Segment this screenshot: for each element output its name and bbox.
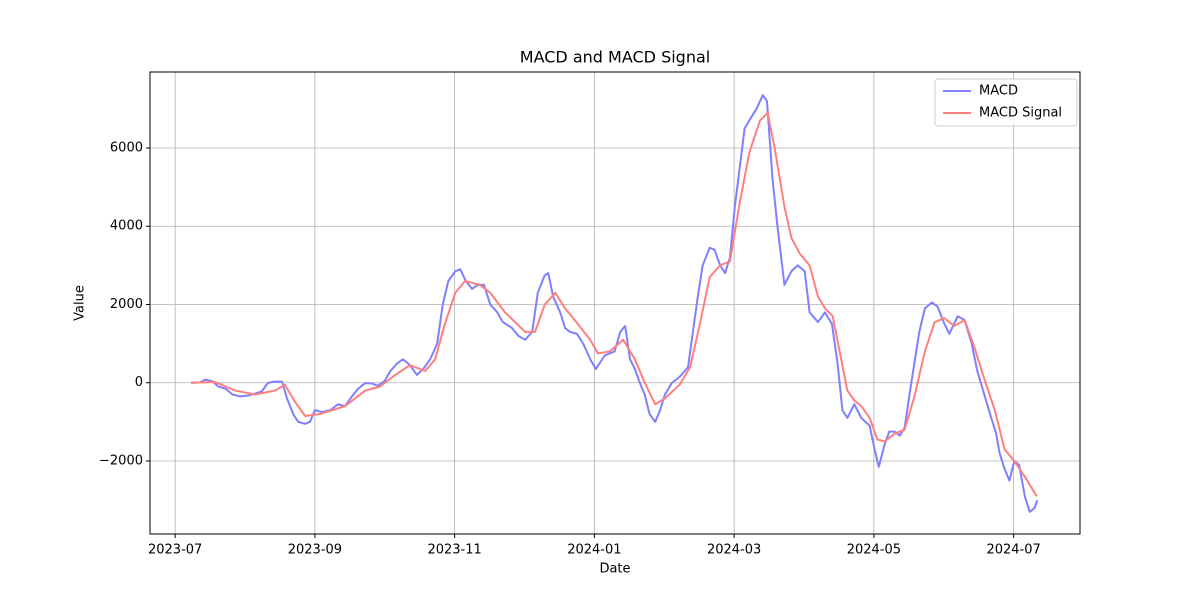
x-tick-label: 2023-09	[288, 543, 342, 558]
legend-label: MACD	[979, 84, 1018, 99]
line-series	[191, 94, 1039, 513]
y-tick-label: −2000	[99, 453, 143, 468]
x-tick-label: 2023-11	[427, 543, 481, 558]
y-tick-label: 4000	[110, 219, 143, 234]
y-tick-label: 0	[135, 375, 143, 390]
x-tick-label: 2024-05	[847, 543, 901, 558]
x-tick-label: 2024-07	[986, 543, 1040, 558]
line-series	[191, 111, 1038, 497]
plot-area	[191, 94, 1039, 513]
legend: MACD MACD Signal	[934, 78, 1078, 127]
x-tick-label: 2023-07	[148, 543, 202, 558]
x-tick-label: 2024-01	[567, 543, 621, 558]
axes-frame	[149, 71, 1081, 535]
y-axis-label: Value	[73, 285, 88, 321]
x-tick-label: 2024-03	[707, 543, 761, 558]
y-tick-label: 6000	[110, 140, 143, 155]
chart-title: MACD and MACD Signal	[520, 48, 710, 67]
grid: 2023-07 2023-09 2023-11 2024-01 2024-03 2024-…	[99, 72, 1080, 558]
legend-label: MACD Signal	[979, 106, 1062, 121]
y-tick-label: 2000	[110, 297, 143, 312]
x-axis-label: Date	[599, 562, 630, 577]
